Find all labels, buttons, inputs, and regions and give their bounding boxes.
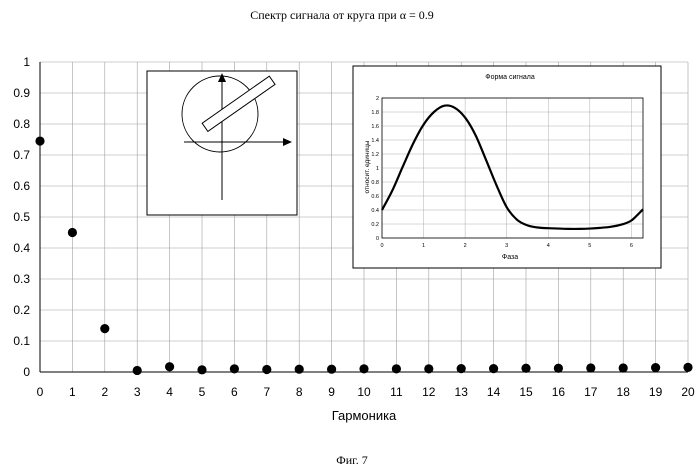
inset-y-tick-label: 0.6 <box>371 194 379 200</box>
data-point <box>424 364 433 373</box>
data-point <box>457 364 466 373</box>
inset-x-tick-label: 3 <box>505 243 508 249</box>
data-point <box>392 364 401 373</box>
x-tick-label: 18 <box>617 385 631 399</box>
x-tick-label: 3 <box>134 385 141 399</box>
data-point <box>100 324 109 333</box>
y-tick-label: 0.6 <box>13 179 30 193</box>
inset-y-tick-label: 0.8 <box>371 180 379 186</box>
y-tick-label: 0.5 <box>13 210 30 224</box>
y-tick-label: 0.3 <box>13 272 30 286</box>
y-tick-label: 0.7 <box>13 148 30 162</box>
inset-y-tick-label: 1 <box>376 166 379 172</box>
inset-x-tick-label: 5 <box>588 243 591 249</box>
data-point <box>133 366 142 375</box>
inset-y-tick-label: 1.6 <box>371 124 379 130</box>
signal-inset-xlabel: Фаза <box>502 254 518 261</box>
x-tick-label: 14 <box>487 385 501 399</box>
inset-y-tick-label: 1.2 <box>371 152 379 158</box>
inset-y-tick-label: 0.4 <box>371 208 379 214</box>
data-point <box>651 363 660 372</box>
data-point <box>619 363 628 372</box>
inset-y-tick-label: 2 <box>376 96 379 102</box>
data-point <box>197 365 206 374</box>
inset-x-tick-label: 6 <box>630 243 633 249</box>
inset-y-tick-label: 1.8 <box>371 110 379 116</box>
y-tick-label: 0 <box>23 365 30 379</box>
x-tick-label: 15 <box>519 385 533 399</box>
data-point <box>327 365 336 374</box>
inset-x-tick-label: 4 <box>547 243 550 249</box>
x-tick-label: 17 <box>584 385 598 399</box>
y-tick-label: 0.2 <box>13 303 30 317</box>
x-tick-label: 6 <box>231 385 238 399</box>
data-point <box>489 364 498 373</box>
x-tick-label: 9 <box>328 385 335 399</box>
x-tick-label: 4 <box>166 385 173 399</box>
y-tick-label: 0.9 <box>13 86 30 100</box>
x-tick-label: 5 <box>199 385 206 399</box>
data-point <box>165 362 174 371</box>
inset-x-tick-label: 1 <box>422 243 425 249</box>
inset-x-tick-label: 0 <box>380 243 383 249</box>
figure-caption: Фиг. 7 <box>336 453 367 467</box>
inset-x-tick-label: 2 <box>464 243 467 249</box>
x-tick-label: 1 <box>69 385 76 399</box>
x-tick-label: 0 <box>37 385 44 399</box>
x-tick-label: 13 <box>455 385 469 399</box>
data-point <box>359 364 368 373</box>
data-point <box>554 364 563 373</box>
x-tick-label: 11 <box>390 385 403 399</box>
data-point <box>230 364 239 373</box>
data-point <box>35 136 44 145</box>
data-point <box>295 365 304 374</box>
data-point <box>262 365 271 374</box>
x-tick-label: 10 <box>357 385 371 399</box>
x-tick-label: 19 <box>649 385 663 399</box>
x-tick-label: 7 <box>263 385 270 399</box>
signal-inset-ylabel: относит. единицы <box>364 140 371 193</box>
data-point <box>521 364 530 373</box>
inset-y-tick-label: 0 <box>376 236 379 242</box>
x-axis-label: Гармоника <box>332 408 397 423</box>
inset-y-tick-label: 1.4 <box>371 138 379 144</box>
y-tick-label: 0.1 <box>13 334 30 348</box>
data-point <box>68 228 77 237</box>
x-tick-label: 8 <box>296 385 303 399</box>
data-point <box>586 363 595 372</box>
signal-shape-inset: Форма сигнала Фаза относит. единицы 0 1 2 3… <box>353 66 661 268</box>
y-tick-label: 1 <box>23 55 30 69</box>
y-tick-label: 0.4 <box>13 241 30 255</box>
x-tick-label: 12 <box>422 385 436 399</box>
x-tick-label: 2 <box>101 385 108 399</box>
data-point <box>683 363 692 372</box>
figure-title: Спектр сигнала от круга при α = 0.9 <box>250 8 434 22</box>
x-tick-label: 20 <box>681 385 695 399</box>
signal-inset-title: Форма сигнала <box>485 74 535 81</box>
inset-y-tick-label: 0.2 <box>371 222 379 228</box>
x-tick-label: 16 <box>552 385 566 399</box>
circle-inset <box>147 71 297 215</box>
y-tick-label: 0.8 <box>13 117 30 131</box>
